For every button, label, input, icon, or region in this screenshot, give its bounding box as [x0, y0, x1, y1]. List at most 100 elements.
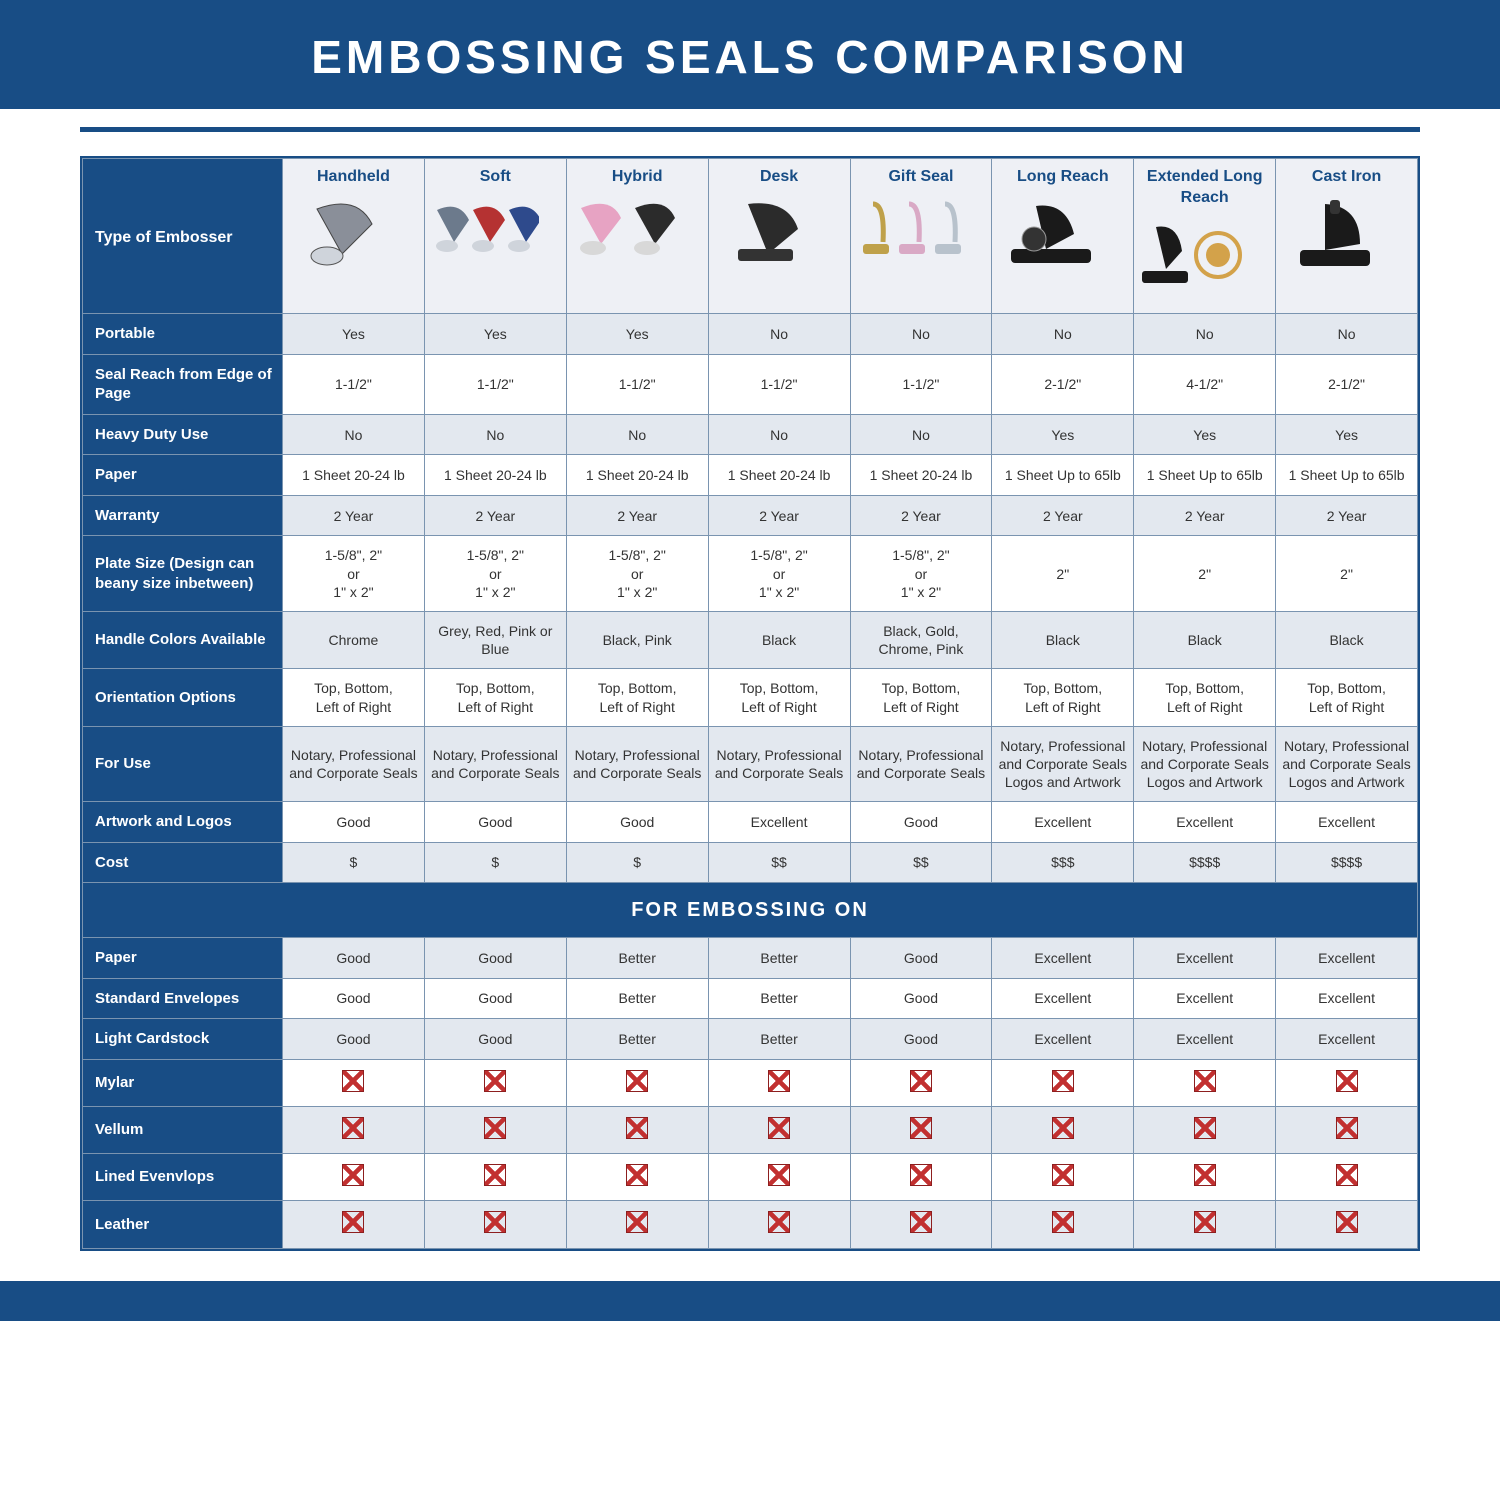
x-icon: [1052, 1070, 1074, 1092]
table-cell: Excellent: [1134, 802, 1276, 843]
table-cell: Yes: [424, 314, 566, 355]
table-cell: 1 Sheet Up to 65lb: [1276, 455, 1418, 496]
table-cell: $: [283, 842, 425, 883]
table-cell: 1-1/2": [708, 354, 850, 414]
table-cell: [850, 1201, 992, 1248]
table-cell: Notary, Professional and Corporate Seals…: [1276, 726, 1418, 802]
table-cell: [1134, 1154, 1276, 1201]
table-cell: Excellent: [1276, 938, 1418, 979]
table-cell: No: [424, 414, 566, 455]
table-cell: Good: [424, 938, 566, 979]
x-icon: [342, 1117, 364, 1139]
table-cell: 2 Year: [1276, 495, 1418, 536]
comparison-table-wrap: Type of Embosser HandheldSoftHybridDeskG…: [80, 156, 1420, 1251]
table-cell: 1-5/8", 2"or1" x 2": [566, 536, 708, 612]
table-cell: 2": [1134, 536, 1276, 612]
table-cell: [424, 1059, 566, 1106]
table-cell: Grey, Red, Pink or Blue: [424, 611, 566, 668]
x-icon: [484, 1117, 506, 1139]
row-label: Seal Reach from Edge of Page: [83, 354, 283, 414]
col-header-handheld: Handheld: [283, 159, 425, 314]
table-cell: No: [850, 414, 992, 455]
table-cell: $: [566, 842, 708, 883]
x-icon: [484, 1211, 506, 1233]
table-cell: 1 Sheet Up to 65lb: [992, 455, 1134, 496]
table-cell: No: [566, 414, 708, 455]
table-cell: [566, 1106, 708, 1153]
table-cell: [566, 1201, 708, 1248]
table-cell: [1134, 1106, 1276, 1153]
table-cell: Good: [850, 1019, 992, 1060]
table-cell: 1 Sheet 20-24 lb: [708, 455, 850, 496]
table-cell: Black: [708, 611, 850, 668]
table-cell: [992, 1154, 1134, 1201]
col-header-hybrid: Hybrid: [566, 159, 708, 314]
table-cell: Yes: [283, 314, 425, 355]
table-cell: 1-1/2": [424, 354, 566, 414]
comparison-table: Type of Embosser HandheldSoftHybridDeskG…: [82, 158, 1418, 1249]
table-cell: Better: [708, 1019, 850, 1060]
table-cell: Black: [1276, 611, 1418, 668]
embosser-icon-hybrid: [571, 194, 704, 282]
table-cell: Top, Bottom,Left of Right: [1134, 669, 1276, 726]
table-cell: [424, 1106, 566, 1153]
table-cell: Notary, Professional and Corporate Seals…: [992, 726, 1134, 802]
table-cell: [850, 1106, 992, 1153]
table-row: Leather: [83, 1201, 1418, 1248]
x-icon: [484, 1070, 506, 1092]
table-cell: 2 Year: [850, 495, 992, 536]
table-row: Light CardstockGoodGoodBetterBetterGoodE…: [83, 1019, 1418, 1060]
table-row: Seal Reach from Edge of Page1-1/2"1-1/2"…: [83, 354, 1418, 414]
table-cell: 4-1/2": [1134, 354, 1276, 414]
table-cell: Yes: [1134, 414, 1276, 455]
x-icon: [342, 1164, 364, 1186]
table-cell: Top, Bottom,Left of Right: [850, 669, 992, 726]
col-header-soft: Soft: [424, 159, 566, 314]
table-cell: Notary, Professional and Corporate Seals: [850, 726, 992, 802]
table-cell: Top, Bottom,Left of Right: [283, 669, 425, 726]
x-icon: [1336, 1211, 1358, 1233]
table-row: For UseNotary, Professional and Corporat…: [83, 726, 1418, 802]
table-cell: Excellent: [992, 802, 1134, 843]
table-cell: 2-1/2": [992, 354, 1134, 414]
table-row: Warranty2 Year2 Year2 Year2 Year2 Year2 …: [83, 495, 1418, 536]
table-cell: Black, Pink: [566, 611, 708, 668]
table-cell: Yes: [992, 414, 1134, 455]
x-icon: [626, 1117, 648, 1139]
table-cell: [850, 1059, 992, 1106]
table-row: Heavy Duty UseNoNoNoNoNoYesYesYes: [83, 414, 1418, 455]
table-cell: 1-5/8", 2"or1" x 2": [708, 536, 850, 612]
embosser-icon-gift: [855, 194, 988, 282]
table-cell: [566, 1059, 708, 1106]
table-row: Lined Evenvlops: [83, 1154, 1418, 1201]
table-cell: $$$: [992, 842, 1134, 883]
x-icon: [626, 1164, 648, 1186]
table-cell: Top, Bottom,Left of Right: [992, 669, 1134, 726]
x-icon: [1194, 1117, 1216, 1139]
x-icon: [910, 1211, 932, 1233]
table-cell: [283, 1106, 425, 1153]
table-cell: [1276, 1201, 1418, 1248]
table-cell: Notary, Professional and Corporate Seals…: [1134, 726, 1276, 802]
table-cell: Excellent: [1134, 1019, 1276, 1060]
embosser-icon-xlong: [1138, 215, 1271, 303]
table-cell: 1-1/2": [283, 354, 425, 414]
table-cell: Black, Gold, Chrome, Pink: [850, 611, 992, 668]
table-row: PortableYesYesYesNoNoNoNoNo: [83, 314, 1418, 355]
table-cell: 1-1/2": [566, 354, 708, 414]
table-cell: 2 Year: [566, 495, 708, 536]
embosser-icon-cast: [1280, 194, 1413, 282]
table-cell: 1-5/8", 2"or1" x 2": [424, 536, 566, 612]
table-cell: Better: [708, 978, 850, 1019]
table-cell: No: [850, 314, 992, 355]
table-cell: Top, Bottom,Left of Right: [708, 669, 850, 726]
table-cell: No: [1134, 314, 1276, 355]
col-header-desk: Desk: [708, 159, 850, 314]
table-row: Mylar: [83, 1059, 1418, 1106]
table-cell: [1134, 1201, 1276, 1248]
table-cell: Yes: [566, 314, 708, 355]
title-divider: [80, 127, 1420, 132]
table-cell: Good: [424, 802, 566, 843]
table-cell: 1 Sheet 20-24 lb: [850, 455, 992, 496]
row-label: Cost: [83, 842, 283, 883]
